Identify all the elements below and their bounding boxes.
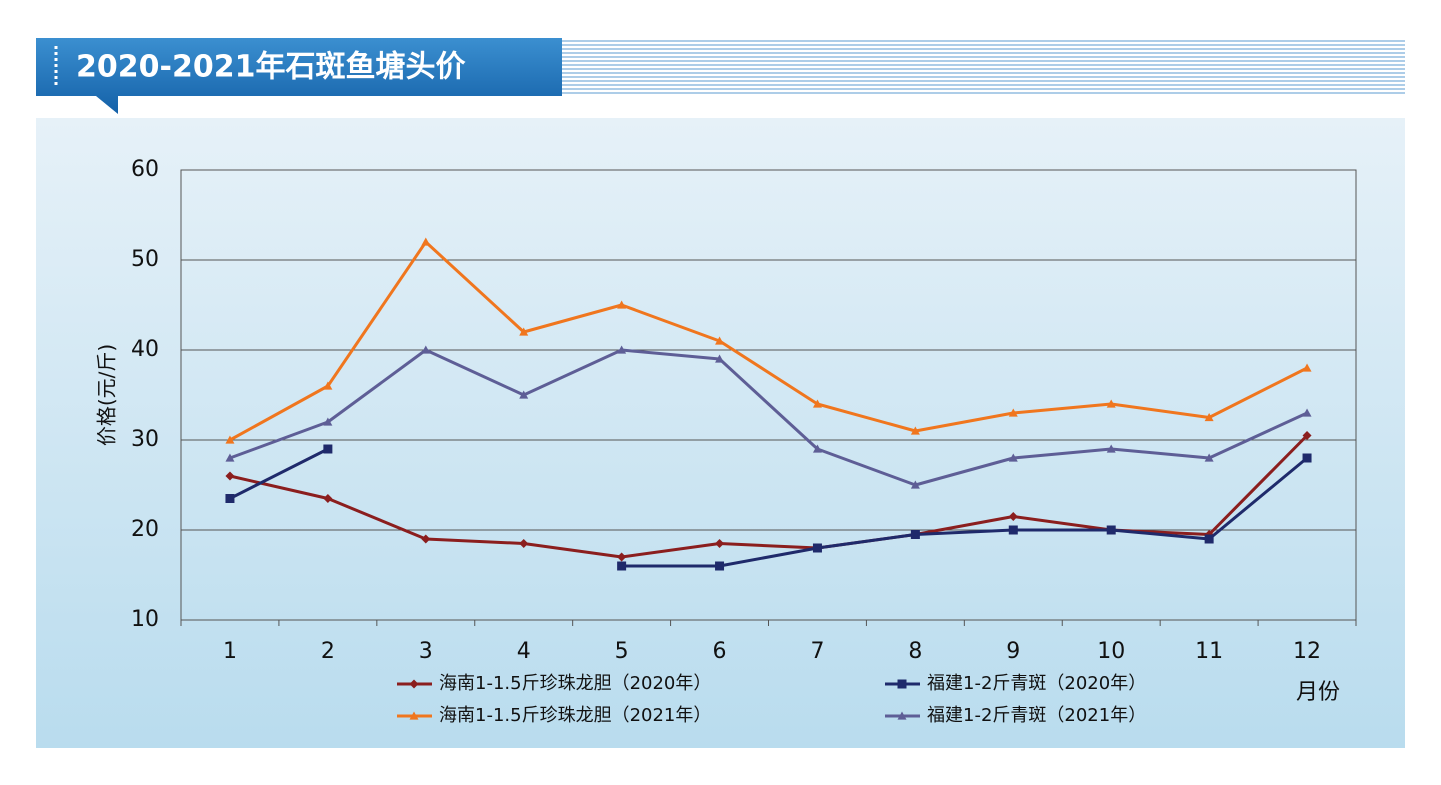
marker (421, 345, 431, 354)
x-tick-label: 9 (1006, 639, 1020, 664)
marker (812, 444, 822, 453)
y-tick-label: 10 (131, 607, 159, 632)
marker (910, 480, 920, 489)
legend-label: 海南1-1.5斤珍珠龙胆（2021年） (439, 705, 711, 726)
x-tick-label: 1 (223, 639, 237, 664)
marker (323, 417, 333, 426)
marker (910, 530, 920, 539)
marker (715, 354, 725, 363)
legend-label: 海南1-1.5斤珍珠龙胆（2020年） (439, 673, 711, 694)
header-banner (36, 38, 562, 114)
marker (225, 453, 235, 462)
marker (715, 561, 725, 571)
marker (1106, 399, 1116, 408)
chart-title: 2020-2021年石斑鱼塘头价 (76, 50, 465, 85)
y-tick-label: 20 (131, 517, 159, 542)
marker (617, 345, 627, 354)
x-tick-label: 4 (517, 639, 531, 664)
marker (897, 711, 907, 720)
marker (1204, 453, 1214, 462)
marker (1204, 413, 1214, 422)
marker (323, 494, 333, 503)
marker (323, 381, 333, 390)
x-tick-label: 10 (1097, 639, 1125, 664)
marker (1302, 453, 1312, 463)
marker (409, 711, 419, 720)
marker (225, 435, 235, 444)
marker (519, 327, 529, 336)
y-tick-label: 30 (131, 427, 159, 452)
series-line (229, 348, 1308, 487)
marker (1302, 363, 1312, 372)
marker (1008, 453, 1018, 462)
marker (1204, 534, 1214, 544)
marker (1106, 444, 1116, 453)
y-axis-label: 价格(元/斤) (95, 344, 119, 446)
marker (409, 679, 419, 689)
x-tick-label: 12 (1293, 639, 1321, 664)
x-tick-label: 5 (615, 639, 629, 664)
x-tick-label: 11 (1195, 639, 1223, 664)
x-axis-label: 月份 (1296, 680, 1340, 705)
marker (1106, 525, 1116, 535)
marker (910, 426, 920, 435)
marker (1008, 408, 1018, 417)
marker (1302, 431, 1312, 440)
marker (617, 552, 627, 562)
marker (421, 534, 431, 544)
marker (812, 543, 822, 553)
legend-label: 福建1-2斤青斑（2020年） (927, 673, 1146, 694)
marker (519, 390, 529, 399)
marker (1302, 408, 1312, 417)
marker (1008, 525, 1018, 535)
marker (897, 679, 907, 689)
marker (519, 539, 529, 548)
series-line (229, 447, 1308, 568)
marker (225, 494, 235, 503)
y-tick-label: 60 (131, 157, 159, 182)
x-tick-label: 8 (908, 639, 922, 664)
marker (1008, 512, 1018, 521)
x-tick-label: 2 (321, 639, 335, 664)
marker (715, 336, 725, 345)
x-tick-label: 6 (713, 639, 727, 664)
header-stripes (562, 40, 1405, 94)
panel (36, 118, 1405, 748)
marker (225, 471, 235, 481)
marker (421, 237, 431, 246)
marker (617, 561, 627, 571)
series-line (229, 240, 1308, 442)
marker (812, 399, 822, 408)
x-tick-label: 7 (810, 639, 824, 664)
marker (617, 300, 627, 309)
y-tick-label: 40 (131, 337, 159, 362)
marker (715, 539, 725, 548)
marker (323, 444, 333, 454)
x-tick-label: 3 (419, 639, 433, 664)
y-tick-label: 50 (131, 247, 159, 272)
legend-label: 福建1-2斤青斑（2021年） (927, 705, 1146, 726)
